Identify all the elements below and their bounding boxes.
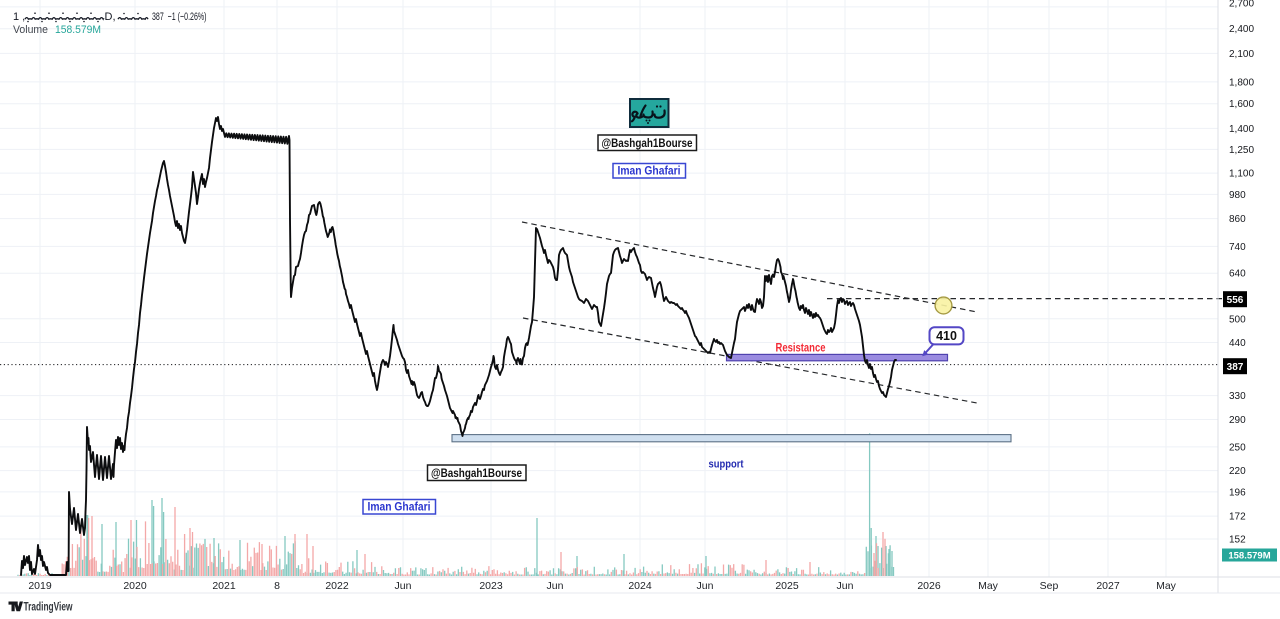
svg-text:152: 152	[1229, 535, 1246, 546]
svg-text:640: 640	[1229, 269, 1246, 280]
svg-text:330: 330	[1229, 391, 1246, 402]
svg-text:2020: 2020	[123, 580, 147, 592]
svg-text:Iman Ghafari: Iman Ghafari	[368, 502, 431, 514]
svg-text:Iman Ghafari: Iman Ghafari	[618, 166, 681, 178]
svg-text:250: 250	[1229, 442, 1246, 453]
svg-text:740: 740	[1229, 242, 1246, 253]
svg-text:980: 980	[1229, 190, 1246, 201]
svg-text:Jun: Jun	[697, 580, 714, 592]
svg-text:290: 290	[1229, 415, 1246, 426]
svg-text:2,700: 2,700	[1229, 0, 1254, 10]
svg-text:2022: 2022	[325, 580, 349, 592]
svg-text:2023: 2023	[479, 580, 503, 592]
svg-text:2027: 2027	[1096, 580, 1120, 592]
svg-text:172: 172	[1229, 512, 1246, 523]
svg-text:1,400: 1,400	[1229, 124, 1254, 135]
svg-text:Jun: Jun	[395, 580, 412, 592]
svg-text:2025: 2025	[775, 580, 799, 592]
svg-text:Resistance: Resistance	[776, 343, 826, 355]
svg-text:500: 500	[1229, 314, 1246, 325]
svg-text:May: May	[1156, 580, 1177, 592]
svg-text:410: 410	[936, 329, 957, 343]
svg-text:1,600: 1,600	[1229, 99, 1254, 110]
svg-text:Jun: Jun	[837, 580, 854, 592]
svg-text:196: 196	[1229, 487, 1246, 498]
svg-text:support: support	[709, 459, 744, 471]
svg-text:440: 440	[1229, 338, 1246, 349]
svg-text:2,100: 2,100	[1229, 49, 1254, 60]
svg-text:Jun: Jun	[547, 580, 564, 592]
svg-text:158.579M: 158.579M	[1228, 550, 1270, 561]
svg-text:1,800: 1,800	[1229, 77, 1254, 88]
svg-text:1 ,: 1 ,	[13, 11, 25, 23]
svg-text:387 −1 (−0.26%): 387 −1 (−0.26%)	[152, 11, 207, 23]
svg-text:May: May	[978, 580, 999, 592]
svg-text:@Bashgah1Bourse: @Bashgah1Bourse	[431, 468, 522, 480]
svg-text:2021: 2021	[212, 580, 236, 592]
svg-text:Sep: Sep	[1040, 580, 1059, 592]
svg-text:2,400: 2,400	[1229, 24, 1254, 35]
svg-text:8: 8	[274, 580, 280, 592]
svg-text:220: 220	[1229, 466, 1246, 477]
svg-text:158.579M: 158.579M	[55, 24, 101, 36]
svg-text:Volume: Volume	[13, 24, 48, 36]
svg-text:@Bashgah1Bourse: @Bashgah1Bourse	[602, 138, 693, 150]
svg-text:2024: 2024	[628, 580, 652, 592]
svg-text:860: 860	[1229, 214, 1246, 225]
svg-text:TradingView: TradingView	[24, 600, 73, 614]
svg-text:556: 556	[1227, 295, 1244, 306]
svg-text:2026: 2026	[917, 580, 941, 592]
svg-text:387: 387	[1227, 362, 1244, 373]
svg-text:1,250: 1,250	[1229, 145, 1254, 156]
svg-text:1,100: 1,100	[1229, 169, 1254, 180]
svg-text:2019: 2019	[28, 580, 52, 592]
svg-text:D,: D,	[105, 11, 116, 23]
